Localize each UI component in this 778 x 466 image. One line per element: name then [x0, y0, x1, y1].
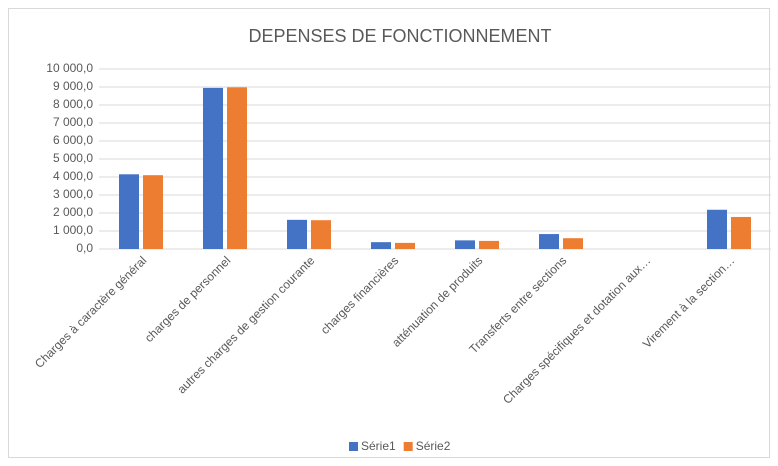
- y-tick-label: 4 000,0: [53, 169, 93, 183]
- bar: [707, 209, 727, 249]
- bar: [227, 87, 247, 249]
- bar: [371, 242, 391, 249]
- bar: [203, 87, 223, 250]
- bar: [395, 242, 415, 249]
- legend-swatch: [403, 442, 413, 451]
- legend-label: Série1: [361, 439, 396, 453]
- bar: [455, 240, 475, 249]
- y-tick-label: 6 000,0: [53, 133, 93, 147]
- bar: [479, 240, 499, 249]
- bar: [287, 219, 307, 249]
- legend-label: Série2: [416, 439, 451, 453]
- legend-swatch: [349, 442, 358, 451]
- bar: [731, 216, 751, 249]
- y-tick-label: 2 000,0: [53, 205, 93, 219]
- y-tick-label: 7 000,0: [53, 115, 93, 129]
- y-tick-label: 1 000,0: [53, 223, 93, 237]
- chart-title: DEPENSES DE FONCTIONNEMENT: [248, 26, 551, 46]
- y-tick-label: 3 000,0: [53, 187, 93, 201]
- y-tick-label: 10 000,0: [46, 61, 93, 75]
- y-tick-label: 9 000,0: [53, 79, 93, 93]
- y-tick-label: 8 000,0: [53, 97, 93, 111]
- bar: [539, 234, 559, 249]
- bar: [119, 174, 139, 249]
- bar: [143, 175, 163, 249]
- y-tick-label: 0,0: [76, 241, 93, 255]
- y-tick-label: 5 000,0: [53, 151, 93, 165]
- bar: [311, 220, 331, 249]
- bar: [563, 238, 583, 249]
